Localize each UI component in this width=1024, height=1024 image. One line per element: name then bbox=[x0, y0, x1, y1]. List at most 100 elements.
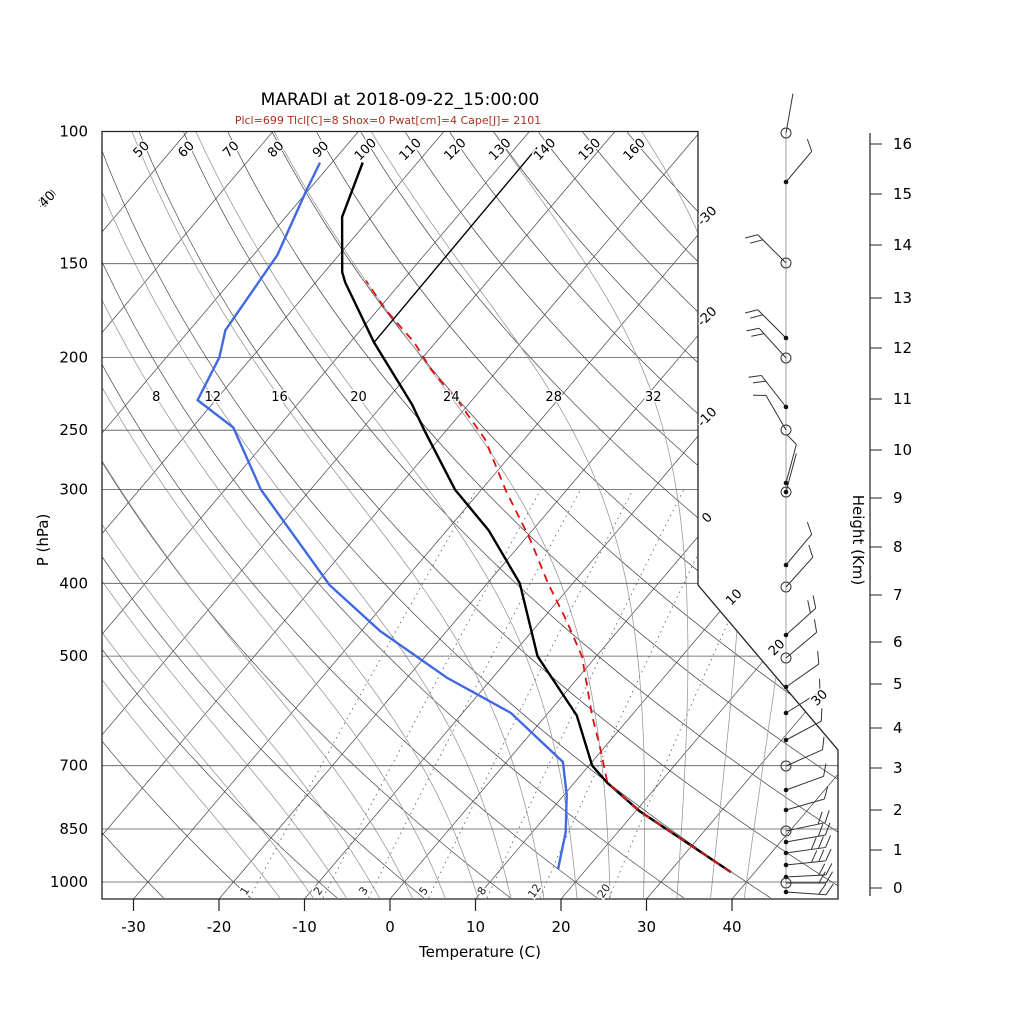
svg-text:12: 12 bbox=[525, 882, 544, 901]
moist-adiabat-labels: 8 12 16 20 24 28 32 bbox=[151, 389, 663, 407]
grid-mixing-ratio bbox=[249, 489, 790, 899]
wind-barb bbox=[783, 521, 813, 568]
wind-barb bbox=[783, 822, 831, 845]
svg-text:150: 150 bbox=[576, 136, 604, 164]
pressure-axis-labels: 100 150 200 250 300 400 500 700 850 1000 P (hPa) bbox=[34, 123, 88, 892]
svg-text:850: 850 bbox=[59, 820, 88, 838]
svg-text:6: 6 bbox=[893, 633, 903, 651]
svg-text:700: 700 bbox=[59, 757, 88, 775]
svg-text:30: 30 bbox=[809, 687, 831, 709]
chart-subtitle: Plcl=699 Tlcl[C]=8 Shox=0 Pwat[cm]=4 Cap… bbox=[234, 114, 542, 127]
svg-text:130: 130 bbox=[486, 136, 514, 164]
svg-text:10: 10 bbox=[893, 441, 912, 459]
wind-barb bbox=[783, 651, 820, 690]
wind-barb bbox=[783, 863, 833, 880]
svg-text:20: 20 bbox=[350, 390, 367, 405]
svg-text:250: 250 bbox=[59, 421, 88, 439]
svg-text:3: 3 bbox=[356, 884, 371, 897]
wind-barb bbox=[783, 708, 823, 743]
theta-top-labels: 50 60 70 80 90 100 110 120 130 140 150 160 bbox=[129, 134, 650, 165]
svg-text:8: 8 bbox=[893, 538, 903, 556]
wind-barb bbox=[780, 810, 830, 837]
svg-text:12: 12 bbox=[893, 339, 912, 357]
wind-barb bbox=[783, 786, 829, 813]
svg-text:10: 10 bbox=[723, 586, 745, 608]
svg-text:20: 20 bbox=[766, 637, 788, 659]
wind-barb bbox=[780, 544, 814, 593]
svg-text:8: 8 bbox=[152, 390, 160, 405]
wind-barb bbox=[783, 678, 821, 716]
wind-barb bbox=[780, 93, 794, 139]
svg-text:40: 40 bbox=[722, 918, 741, 936]
grid bbox=[102, 131, 838, 899]
svg-text:20: 20 bbox=[551, 918, 570, 936]
svg-text:500: 500 bbox=[59, 647, 88, 665]
wind-barbs bbox=[745, 93, 834, 896]
svg-text:400: 400 bbox=[59, 574, 88, 592]
svg-text:11: 11 bbox=[893, 390, 912, 408]
svg-text:-10: -10 bbox=[292, 918, 317, 936]
svg-text:-20: -20 bbox=[207, 918, 232, 936]
svg-text:70: 70 bbox=[220, 139, 242, 161]
plot-frame bbox=[101, 130, 839, 900]
wind-barb bbox=[748, 374, 789, 410]
wind-barb bbox=[783, 763, 827, 793]
svg-text:4: 4 bbox=[893, 719, 903, 737]
svg-text:16: 16 bbox=[893, 135, 912, 153]
sounding-curves bbox=[196, 146, 732, 874]
svg-text:14: 14 bbox=[893, 236, 912, 254]
svg-text:24: 24 bbox=[443, 390, 460, 405]
chart-title: MARADI at 2018-09-22_15:00:00 bbox=[260, 90, 540, 110]
svg-text:2: 2 bbox=[893, 801, 903, 819]
wind-barb bbox=[783, 138, 813, 185]
svg-text:0: 0 bbox=[385, 918, 395, 936]
svg-text:150: 150 bbox=[59, 255, 88, 273]
svg-text:12: 12 bbox=[205, 390, 222, 405]
dewpoint-curve bbox=[196, 162, 568, 870]
svg-text:200: 200 bbox=[59, 348, 88, 366]
svg-text:10: 10 bbox=[466, 918, 485, 936]
svg-text:7: 7 bbox=[893, 586, 903, 604]
wind-barb bbox=[746, 327, 792, 364]
svg-text:140: 140 bbox=[531, 136, 559, 164]
svg-text:P (hPa): P (hPa) bbox=[34, 514, 52, 567]
temperature-curve bbox=[340, 162, 732, 874]
svg-text:90: 90 bbox=[310, 139, 332, 161]
tropopause-isotherm-curve bbox=[373, 146, 538, 343]
wind-barb bbox=[783, 595, 817, 638]
svg-text:1: 1 bbox=[238, 884, 253, 897]
svg-text:100: 100 bbox=[59, 123, 88, 141]
svg-text:0: 0 bbox=[893, 879, 903, 897]
wind-barb bbox=[783, 835, 832, 856]
grid-moist-adiabats bbox=[102, 131, 814, 899]
svg-text:80: 80 bbox=[265, 139, 287, 161]
svg-text:100: 100 bbox=[352, 136, 380, 164]
svg-text:1000: 1000 bbox=[50, 873, 88, 891]
wind-barb bbox=[752, 394, 792, 436]
wind-barb bbox=[783, 883, 834, 896]
wind-barb bbox=[783, 434, 797, 486]
svg-text:300: 300 bbox=[59, 481, 88, 499]
wind-barb bbox=[780, 736, 825, 772]
svg-text:0: 0 bbox=[699, 510, 715, 526]
wind-barb bbox=[783, 848, 832, 868]
pressure-gridlines bbox=[102, 263, 838, 883]
svg-text:32: 32 bbox=[645, 390, 662, 405]
parcel-curve bbox=[365, 280, 732, 873]
svg-text:120: 120 bbox=[441, 136, 469, 164]
svg-text:160: 160 bbox=[621, 136, 649, 164]
svg-text:Temperature (C): Temperature (C) bbox=[418, 943, 541, 961]
svg-text:3: 3 bbox=[893, 759, 903, 777]
svg-text:110: 110 bbox=[397, 136, 425, 164]
mixing-ratio-labels: 1 2 3 5 8 12 20 bbox=[236, 880, 615, 902]
svg-text:1: 1 bbox=[893, 841, 903, 859]
svg-text:28: 28 bbox=[545, 390, 562, 405]
svg-text:5: 5 bbox=[893, 675, 903, 693]
svg-text:5: 5 bbox=[416, 884, 431, 897]
wind-barb bbox=[745, 309, 789, 341]
wind-barb bbox=[780, 453, 797, 498]
